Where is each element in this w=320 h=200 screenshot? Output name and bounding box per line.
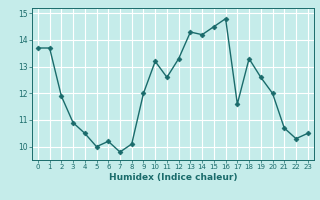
X-axis label: Humidex (Indice chaleur): Humidex (Indice chaleur) [108,173,237,182]
